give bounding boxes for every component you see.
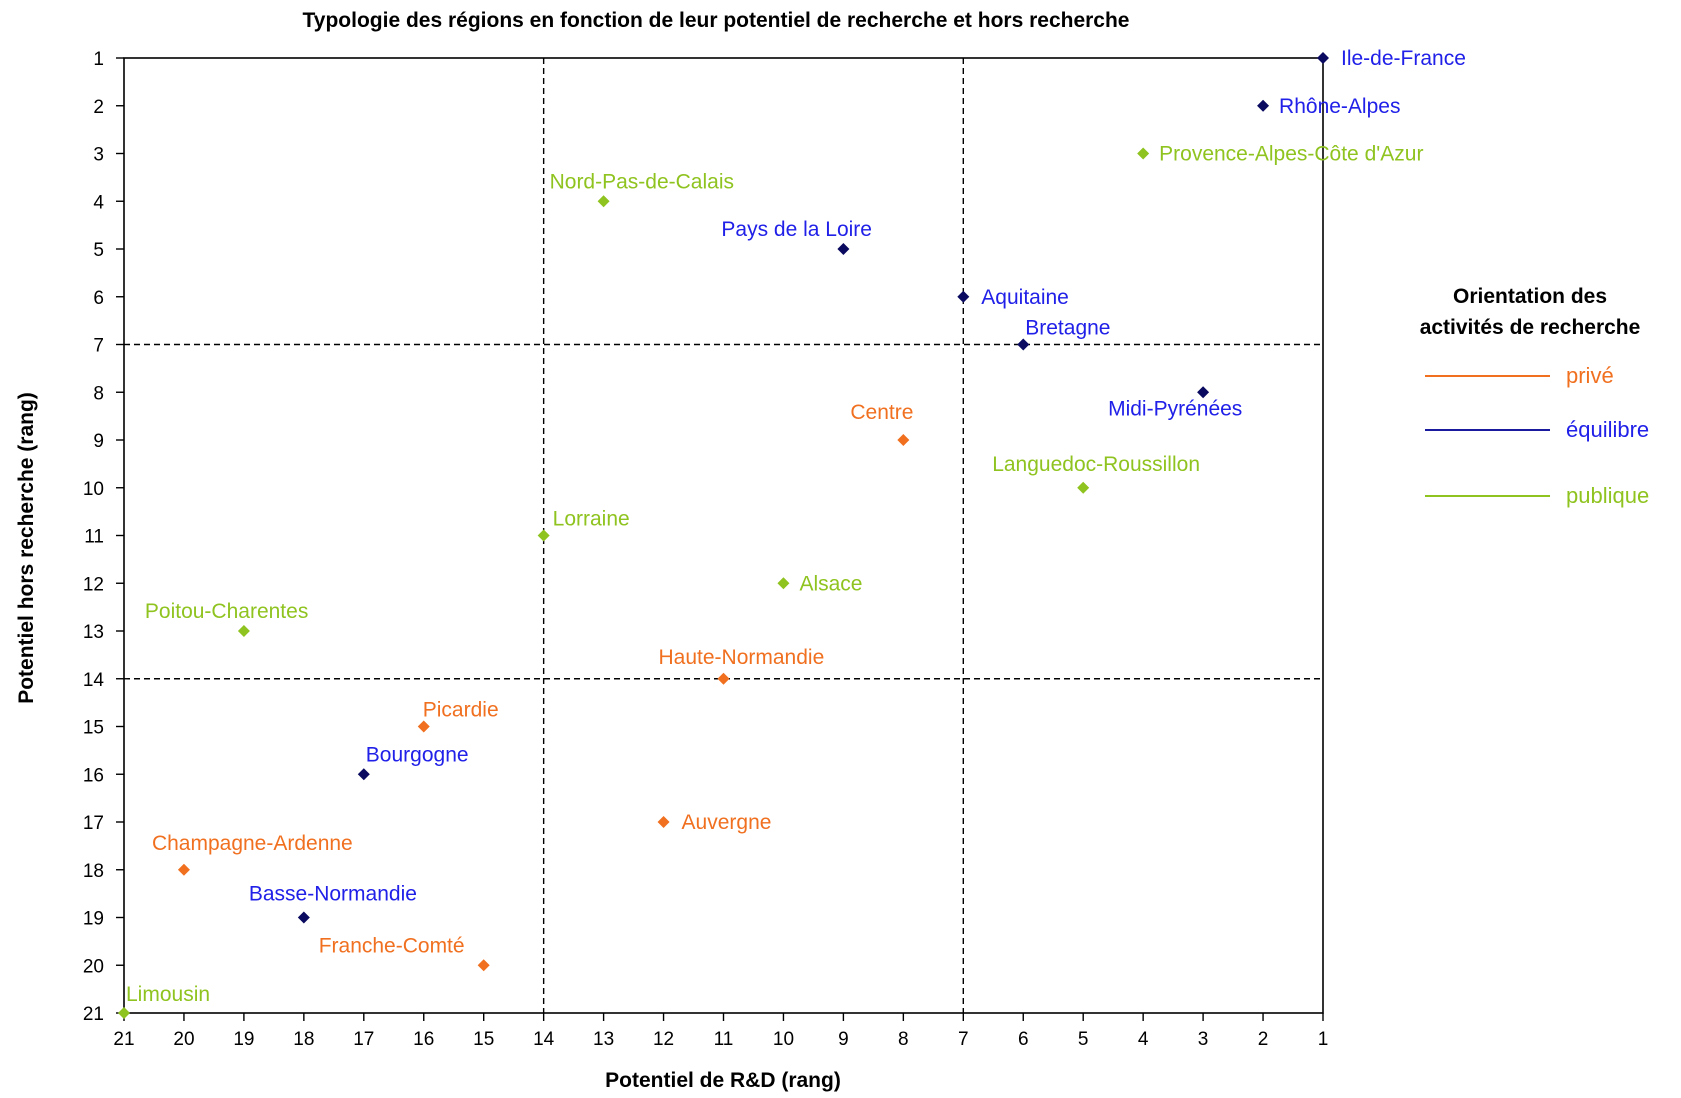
data-point-marker [657, 816, 670, 828]
data-point-label: Languedoc-Roussillon [992, 453, 1200, 476]
x-tick-label: 9 [838, 1029, 849, 1050]
y-tick-label: 21 [83, 1004, 104, 1025]
legend-title-line1: Orientation des [1453, 285, 1607, 308]
data-point-marker [477, 959, 490, 972]
y-tick-label: 8 [93, 383, 104, 404]
y-tick-label: 18 [83, 861, 104, 882]
data-point-label: Lorraine [553, 508, 630, 531]
y-tick-label: 11 [84, 527, 104, 548]
x-tick-label: 20 [173, 1029, 194, 1050]
data-point-marker [1317, 52, 1329, 64]
data-point-marker [717, 672, 730, 685]
data-point-label: Aquitaine [981, 286, 1069, 309]
y-tick-label: 20 [83, 956, 104, 977]
x-tick-label: 3 [1198, 1029, 1209, 1050]
data-point-marker [1017, 338, 1030, 351]
legend-label-publique: publique [1566, 483, 1649, 508]
data-point-marker [1137, 147, 1150, 160]
data-point-marker [897, 434, 910, 446]
x-tick-label: 14 [533, 1029, 555, 1050]
x-tick-label: 6 [1018, 1029, 1029, 1050]
legend-title-line2: activités de recherche [1420, 316, 1641, 339]
data-point-marker [597, 195, 610, 208]
x-tick-label: 4 [1138, 1029, 1149, 1050]
data-point-label: Nord-Pas-de-Calais [550, 170, 734, 193]
y-axis-title: Potentiel hors recherche (rang) [15, 392, 38, 704]
data-point-label: Midi-Pyrénées [1108, 397, 1242, 420]
x-tick-label: 1 [1318, 1029, 1329, 1050]
data-point-label: Provence-Alpes-Côte d'Azur [1159, 143, 1423, 166]
data-point-marker [297, 911, 310, 924]
data-point-label: Auvergne [682, 811, 772, 834]
data-point-label: Bourgogne [366, 743, 469, 766]
y-tick-label: 7 [93, 336, 104, 357]
y-tick-label: 12 [83, 574, 104, 595]
data-point-marker [357, 768, 370, 781]
data-point-label: Pays de la Loire [721, 218, 872, 241]
plot-area: 21 20 19 18 17 16 15 14 13 12 11 10 9 8 7 6 5 4 3 2 11234567… [83, 47, 1466, 1050]
y-tick-label: 16 [83, 765, 104, 786]
x-tick-label: 11 [714, 1029, 734, 1050]
y-tick-label: 14 [83, 670, 105, 691]
y-tick-label: 6 [93, 288, 104, 309]
x-tick-label: 13 [593, 1029, 614, 1050]
data-point-label: Haute-Normandie [659, 646, 825, 669]
y-tick-label: 17 [83, 813, 104, 834]
chart-title: Typologie des régions en fonction de leu… [303, 9, 1130, 32]
data-point-label: Ile-de-France [1341, 47, 1466, 70]
data-point-marker [1257, 99, 1270, 112]
legend-items: privé équilibre publique [1425, 363, 1649, 508]
y-tick-label: 3 [93, 145, 104, 166]
data-point-label: Poitou-Charentes [145, 600, 308, 623]
y-tick-label: 2 [93, 97, 104, 118]
data-point-marker [837, 243, 850, 255]
data-point-marker [1077, 481, 1090, 494]
legend-label-equilibre: équilibre [1566, 417, 1649, 442]
x-tick-label: 7 [958, 1029, 969, 1050]
x-axis-title: Potentiel de R&D (rang) [605, 1069, 841, 1092]
x-tick-label: 21 [113, 1029, 134, 1050]
x-tick-label: 10 [773, 1029, 794, 1050]
data-point-label: Champagne-Ardenne [152, 832, 353, 855]
y-tick-label: 5 [93, 240, 104, 261]
x-tick-label: 15 [473, 1029, 494, 1050]
data-point-label: Basse-Normandie [249, 883, 417, 906]
x-tick-label: 16 [413, 1029, 434, 1050]
data-point-marker [957, 290, 970, 303]
data-point-label: Bretagne [1025, 317, 1110, 340]
y-tick-label: 15 [83, 718, 104, 739]
x-tick-label: 18 [293, 1029, 314, 1050]
x-tick-label: 12 [653, 1029, 674, 1050]
y-tick-label: 13 [83, 622, 104, 643]
legend: Orientation des activités de recherche p… [1420, 285, 1650, 508]
y-tick-label: 1 [93, 49, 104, 70]
data-point-label: Rhône-Alpes [1279, 95, 1400, 118]
legend-label-prive: privé [1566, 363, 1614, 388]
x-tick-label: 17 [353, 1029, 374, 1050]
data-point-marker [417, 720, 430, 733]
data-point-label: Franche-Comté [319, 934, 465, 957]
x-tick-label: 19 [233, 1029, 254, 1050]
y-tick-label: 4 [93, 192, 104, 213]
x-tick-label: 5 [1078, 1029, 1089, 1050]
data-point-label: Limousin [126, 983, 210, 1006]
data-point-marker [777, 577, 790, 590]
data-point-label: Alsace [799, 572, 862, 595]
data-point-marker [118, 1007, 130, 1019]
data-point-label: Picardie [423, 699, 499, 722]
data-point-marker [537, 529, 550, 542]
y-tick-label: 10 [83, 479, 104, 500]
data-point-label: Centre [850, 401, 913, 424]
x-tick-label: 2 [1258, 1029, 1269, 1050]
y-tick-label: 19 [83, 909, 104, 930]
data-point-marker [177, 863, 190, 876]
plot-frame [123, 57, 1324, 1014]
x-tick-label: 8 [898, 1029, 909, 1050]
y-tick-label: 9 [93, 431, 104, 452]
data-point-marker [237, 625, 250, 637]
data-point-marker [1197, 386, 1210, 399]
